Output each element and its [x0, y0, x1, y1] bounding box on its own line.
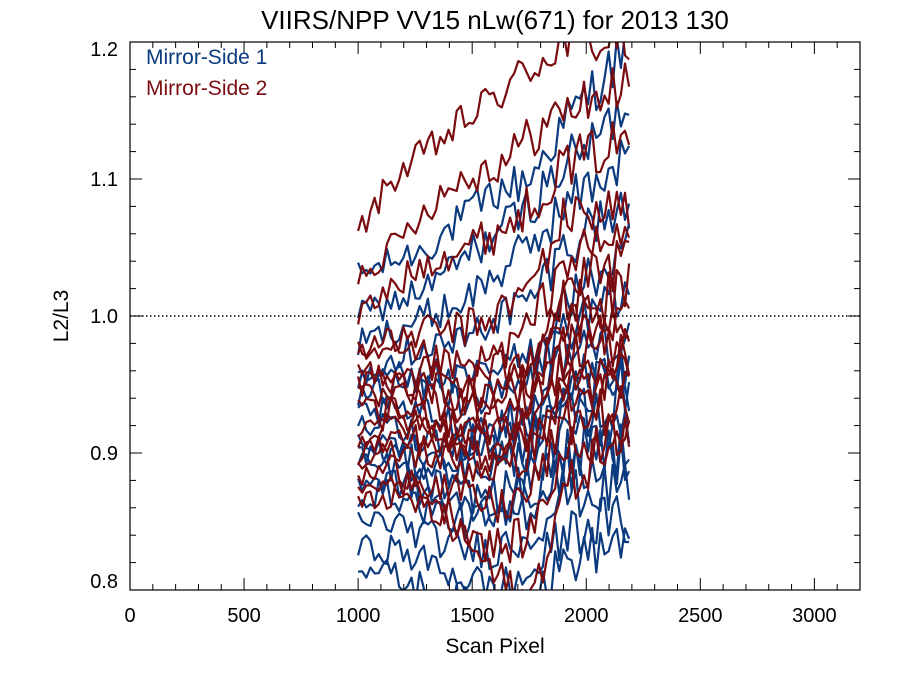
series-line-mirror-side-2: [357, 352, 631, 473]
series-line-mirror-side-2: [357, 385, 631, 524]
x-tick-label: 3000: [792, 605, 837, 627]
x-tick-label: 500: [227, 605, 260, 627]
chart-title: VIIRS/NPP VV15 nLw(671) for 2013 130: [261, 5, 729, 35]
tick-labels: 0 500 1000 1500 2000 2500 3000 0.8 0.9 1.0 1.1 1.2: [90, 39, 836, 627]
series-line-mirror-side-2: [357, 223, 631, 380]
series-line-mirror-side-1: [357, 434, 631, 541]
series-line-mirror-side-2: [357, 333, 631, 461]
x-tick-label: 1000: [336, 605, 381, 627]
series-line-mirror-side-2: [357, 62, 631, 285]
series-line-mirror-side-2: [357, 42, 630, 233]
x-tick-label: 2000: [564, 605, 609, 627]
series-line-mirror-side-2: [357, 121, 631, 325]
plot-lines-layer: [357, 42, 631, 590]
x-tick-label: 2500: [678, 605, 723, 627]
series-line-mirror-side-2: [357, 413, 631, 564]
series-line-mirror-side-1: [357, 100, 630, 322]
series-line-mirror-side-2: [357, 420, 631, 590]
y-axis-title: L2/L3: [50, 290, 73, 343]
y-tick-label: 1.0: [90, 306, 118, 328]
series-line-mirror-side-2: [357, 367, 630, 484]
y-tick-label: 1.2: [90, 39, 118, 61]
legend-entry-mirror-side-1: Mirror-Side 1: [146, 46, 267, 69]
series-line-mirror-side-1: [358, 526, 631, 590]
series-line-mirror-side-1: [357, 463, 631, 571]
y-tick-label: 0.8: [90, 571, 118, 593]
x-tick-label: 0: [124, 605, 135, 627]
x-tick-label: 1500: [450, 605, 495, 627]
y-tick-label: 0.9: [90, 443, 118, 465]
y-tick-label: 1.1: [90, 169, 118, 191]
series-line-mirror-side-2: [357, 299, 631, 424]
legend-entry-mirror-side-2: Mirror-Side 2: [146, 77, 267, 100]
series-line-mirror-side-1: [357, 139, 631, 356]
series-line-mirror-side-2: [357, 190, 631, 358]
x-axis-title: Scan Pixel: [445, 635, 544, 658]
legend: Mirror-Side 1 Mirror-Side 2: [146, 46, 267, 100]
axis-ticks: [129, 41, 861, 591]
